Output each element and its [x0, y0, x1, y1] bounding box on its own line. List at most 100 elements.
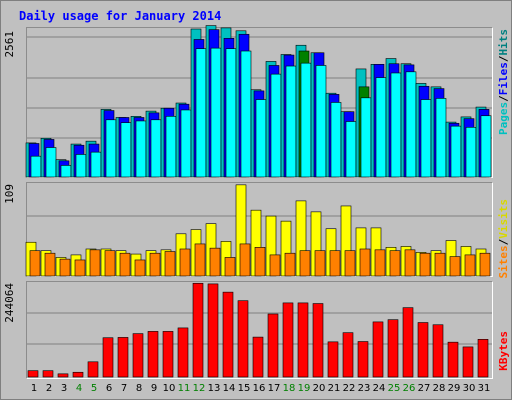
sites-bar: [284, 252, 296, 277]
kbytes-bar: [327, 341, 339, 378]
day-label: 20: [312, 383, 326, 394]
sites-bar: [374, 249, 386, 277]
sites-bar: [419, 252, 431, 277]
kbytes-bar: [297, 302, 309, 378]
sites-bar: [44, 252, 56, 277]
pages-bar: [135, 120, 147, 178]
day-label: 28: [432, 383, 446, 394]
pages-bar: [60, 165, 72, 178]
pages-bar: [375, 77, 387, 178]
kbytes-bar: [147, 331, 159, 378]
day-label: 8: [135, 383, 143, 394]
day-label: 21: [327, 383, 341, 394]
pages-bar: [75, 154, 87, 178]
sites-bar: [89, 249, 101, 277]
day-label: 5: [90, 383, 98, 394]
day-label: 29: [447, 383, 461, 394]
pages-bar: [255, 99, 267, 178]
sites-bar: [299, 250, 311, 277]
kbytes-bar: [402, 307, 414, 378]
sites-bar: [464, 254, 476, 277]
day-label: 2: [45, 383, 53, 394]
kbytes-bar: [87, 361, 99, 378]
sites-bar: [254, 247, 266, 277]
day-label: 1: [30, 383, 38, 394]
pages-bar: [420, 99, 432, 178]
kbytes-bar: [177, 327, 189, 378]
kbytes-bar: [447, 341, 459, 378]
day-label: 26: [402, 383, 416, 394]
chart-title: Daily usage for January 2014: [19, 9, 222, 23]
sites-bar: [314, 250, 326, 277]
sites-bar: [224, 257, 236, 277]
sites-bar: [479, 252, 491, 277]
sites-bar: [269, 254, 281, 277]
sites-bar: [344, 250, 356, 277]
day-label: 19: [297, 383, 311, 394]
kbytes-bar: [342, 332, 354, 378]
kbytes-bar: [132, 333, 144, 378]
pages-bar: [360, 97, 372, 178]
day-label: 23: [357, 383, 371, 394]
sites-bar: [434, 252, 446, 277]
day-label: 6: [105, 383, 113, 394]
kbytes-bar: [57, 373, 69, 378]
sites-bar: [389, 250, 401, 277]
sites-bar: [74, 259, 86, 277]
pages-bar: [465, 127, 477, 178]
pages-bar: [150, 119, 162, 178]
sites-bar: [404, 249, 416, 277]
kbytes-bar: [387, 319, 399, 378]
day-label: 4: [75, 383, 83, 394]
kbytes-bar: [477, 339, 489, 378]
pages-bar: [210, 47, 222, 178]
pages-bar: [300, 62, 312, 178]
sites-bar: [134, 259, 146, 277]
sites-bar: [449, 256, 461, 277]
pages-bar: [240, 50, 252, 178]
kbytes-bar: [267, 313, 279, 378]
day-label: 31: [477, 383, 491, 394]
pages-bar: [225, 48, 237, 178]
day-label: 9: [150, 383, 158, 394]
kbytes-bar: [162, 331, 174, 378]
kbytes-bar: [207, 283, 219, 378]
day-label: 24: [372, 383, 386, 394]
pages-bar: [330, 102, 342, 178]
kbytes-bar: [192, 282, 204, 378]
pages-bar: [165, 116, 177, 178]
pages-bar: [435, 98, 447, 178]
sites-bar: [164, 251, 176, 277]
sites-bar: [359, 248, 371, 277]
pages-bar: [90, 151, 102, 178]
kbytes-bar: [432, 324, 444, 378]
day-label: 15: [237, 383, 251, 394]
day-label: 7: [120, 383, 128, 394]
day-label: 12: [192, 383, 206, 394]
pages-bar: [405, 71, 417, 178]
pages-bar: [105, 119, 117, 178]
pages-bar: [315, 65, 327, 178]
sites-bar: [179, 248, 191, 277]
pages-bar: [45, 147, 57, 178]
day-label: 25: [387, 383, 401, 394]
kbytes-bar: [42, 370, 54, 378]
day-label: 11: [177, 383, 191, 394]
day-label: 17: [267, 383, 281, 394]
day-label: 30: [462, 383, 476, 394]
pages-bar: [270, 73, 282, 178]
day-label: 22: [342, 383, 356, 394]
kbytes-bar: [117, 337, 129, 378]
kbytes-bar: [357, 341, 369, 378]
day-label: 3: [60, 383, 68, 394]
kbytes-bar: [237, 300, 249, 378]
day-label: 27: [417, 383, 431, 394]
day-label: 10: [162, 383, 176, 394]
sites-bar: [149, 252, 161, 277]
pages-bar: [30, 155, 42, 178]
pages-bar: [285, 65, 297, 178]
sites-bar: [29, 250, 41, 277]
kbytes-bar: [282, 302, 294, 378]
day-label: 16: [252, 383, 266, 394]
